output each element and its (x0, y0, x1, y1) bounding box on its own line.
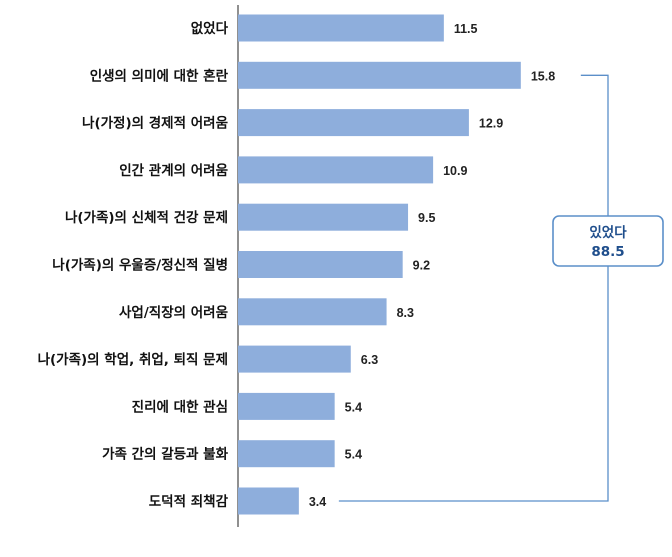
category-label: 나(가족)의 우울증/정신적 질병 (52, 257, 228, 274)
bracket-group: 있었다 88.5 (338, 74, 664, 502)
value-label: 9.2 (413, 259, 430, 273)
value-label: 12.9 (479, 117, 503, 131)
bracket-line (338, 74, 609, 502)
category-label: 인간 관계의 어려움 (119, 162, 228, 179)
bar (238, 345, 351, 373)
value-label: 11.5 (454, 22, 478, 36)
value-label: 15.8 (531, 69, 555, 83)
value-label: 3.4 (309, 495, 326, 509)
category-label: 사업/직장의 어려움 (119, 304, 228, 321)
value-labels-group: 11.5 15.8 12.9 10.9 9.5 9.2 8.3 6.3 5.4 5.4 3.4 (309, 22, 555, 509)
bar (238, 203, 409, 231)
callout-box (552, 215, 664, 267)
category-label: 가족 간의 갈등과 불화 (102, 446, 228, 463)
callout-line1: 있었다 (589, 225, 627, 241)
category-label: 나(가정)의 경제적 어려움 (82, 115, 228, 132)
value-label: 8.3 (397, 306, 414, 320)
bar (238, 392, 335, 420)
category-label: 인생의 의미에 대한 혼란 (90, 67, 229, 84)
value-label: 5.4 (345, 400, 362, 414)
category-label: 도덕적 죄책감 (149, 493, 229, 510)
category-label: 나(가족)의 학업, 취업, 퇴직 문제 (38, 351, 228, 368)
value-label: 10.9 (443, 164, 467, 178)
value-label: 5.4 (345, 448, 362, 462)
bar (238, 487, 299, 515)
category-label: 없었다 (191, 21, 229, 37)
category-label: 나(가족)의 신체적 건강 문제 (65, 209, 228, 226)
category-label: 진리에 대한 관심 (132, 398, 228, 415)
bar (238, 440, 335, 468)
bar (238, 14, 444, 42)
bar (238, 156, 434, 184)
bar (238, 61, 521, 89)
bars-group (238, 14, 521, 515)
bar (238, 109, 469, 137)
value-label: 6.3 (361, 353, 378, 367)
bar (238, 298, 387, 326)
value-label: 9.5 (418, 211, 435, 225)
callout-line2: 88.5 (591, 244, 624, 260)
bar (238, 251, 403, 278)
